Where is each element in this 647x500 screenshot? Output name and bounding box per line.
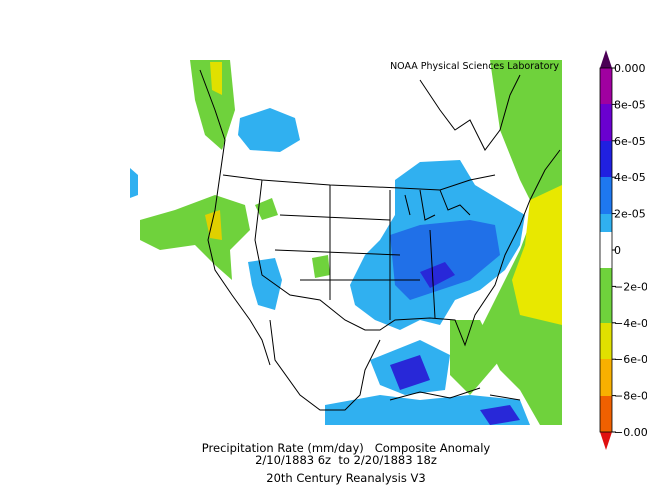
- colorbar-label: −8e-0: [614, 390, 647, 403]
- colorbar-segment: [600, 232, 612, 268]
- anomaly-area: [255, 198, 278, 220]
- coastline: [199, 69, 271, 366]
- colorbar-tip: [600, 432, 612, 450]
- colorbar-label: 4e-05: [614, 171, 646, 184]
- colorbar-label: 2e-05: [614, 208, 646, 221]
- anomaly-area: [512, 185, 562, 325]
- coastline: [419, 74, 521, 151]
- anomaly-area: [480, 405, 520, 425]
- lakes: [404, 189, 471, 221]
- colorbar-label: −0.00: [614, 426, 647, 439]
- colorbar-segment: [600, 396, 612, 432]
- colorbar-label: −4e-0: [614, 317, 647, 330]
- caption: 20th Century Reanalysis V3: [266, 471, 425, 485]
- caption: 2/10/1883 6z to 2/20/1883 18z: [255, 453, 437, 467]
- coastline: [254, 149, 561, 347]
- colorbar-label: 6e-05: [614, 135, 646, 148]
- colorbar: [599, 50, 613, 450]
- anomaly-area: [238, 108, 300, 152]
- anomaly-area: [140, 195, 250, 280]
- colorbar-label: 0.000: [614, 62, 646, 75]
- colorbar-segment: [600, 323, 612, 359]
- colorbar-tip: [600, 50, 612, 68]
- anomaly-area: [312, 255, 330, 278]
- colorbar-label: −6e-0: [614, 353, 647, 366]
- credit: NOAA Physical Sciences Laboratory: [390, 61, 559, 72]
- anomaly-area: [130, 168, 138, 198]
- colorbar-segment: [600, 177, 612, 214]
- colorbar-segment: [600, 268, 612, 323]
- coastline: [389, 387, 521, 401]
- anomaly-area: [420, 262, 455, 288]
- colorbar-labels: 0.000 8e-05 6e-05 4e-05 2e-05 0 −2e-0 −4e-0 −6e-…: [612, 62, 647, 439]
- map: [130, 60, 562, 425]
- anomaly-area: [480, 60, 562, 425]
- colorbar-label: 8e-05: [614, 98, 646, 111]
- state-border: [274, 185, 436, 320]
- coastline: [269, 319, 381, 411]
- anomaly-area: [390, 355, 430, 390]
- colorbar-segment: [600, 141, 612, 177]
- colorbar-segment: [600, 359, 612, 396]
- anomaly-area: [325, 395, 530, 425]
- colorbar-label: −2e-0: [614, 280, 647, 293]
- anomaly-area: [248, 258, 282, 310]
- anomaly-area: [210, 62, 222, 95]
- caption: Precipitation Rate (mm/day) Composite An…: [202, 441, 491, 455]
- colorbar-segment: [600, 104, 612, 141]
- anomaly-area: [190, 60, 235, 150]
- colorbar-segment: [600, 214, 612, 232]
- colorbar-label: 0: [614, 244, 621, 257]
- colorbar-segment: [600, 68, 612, 104]
